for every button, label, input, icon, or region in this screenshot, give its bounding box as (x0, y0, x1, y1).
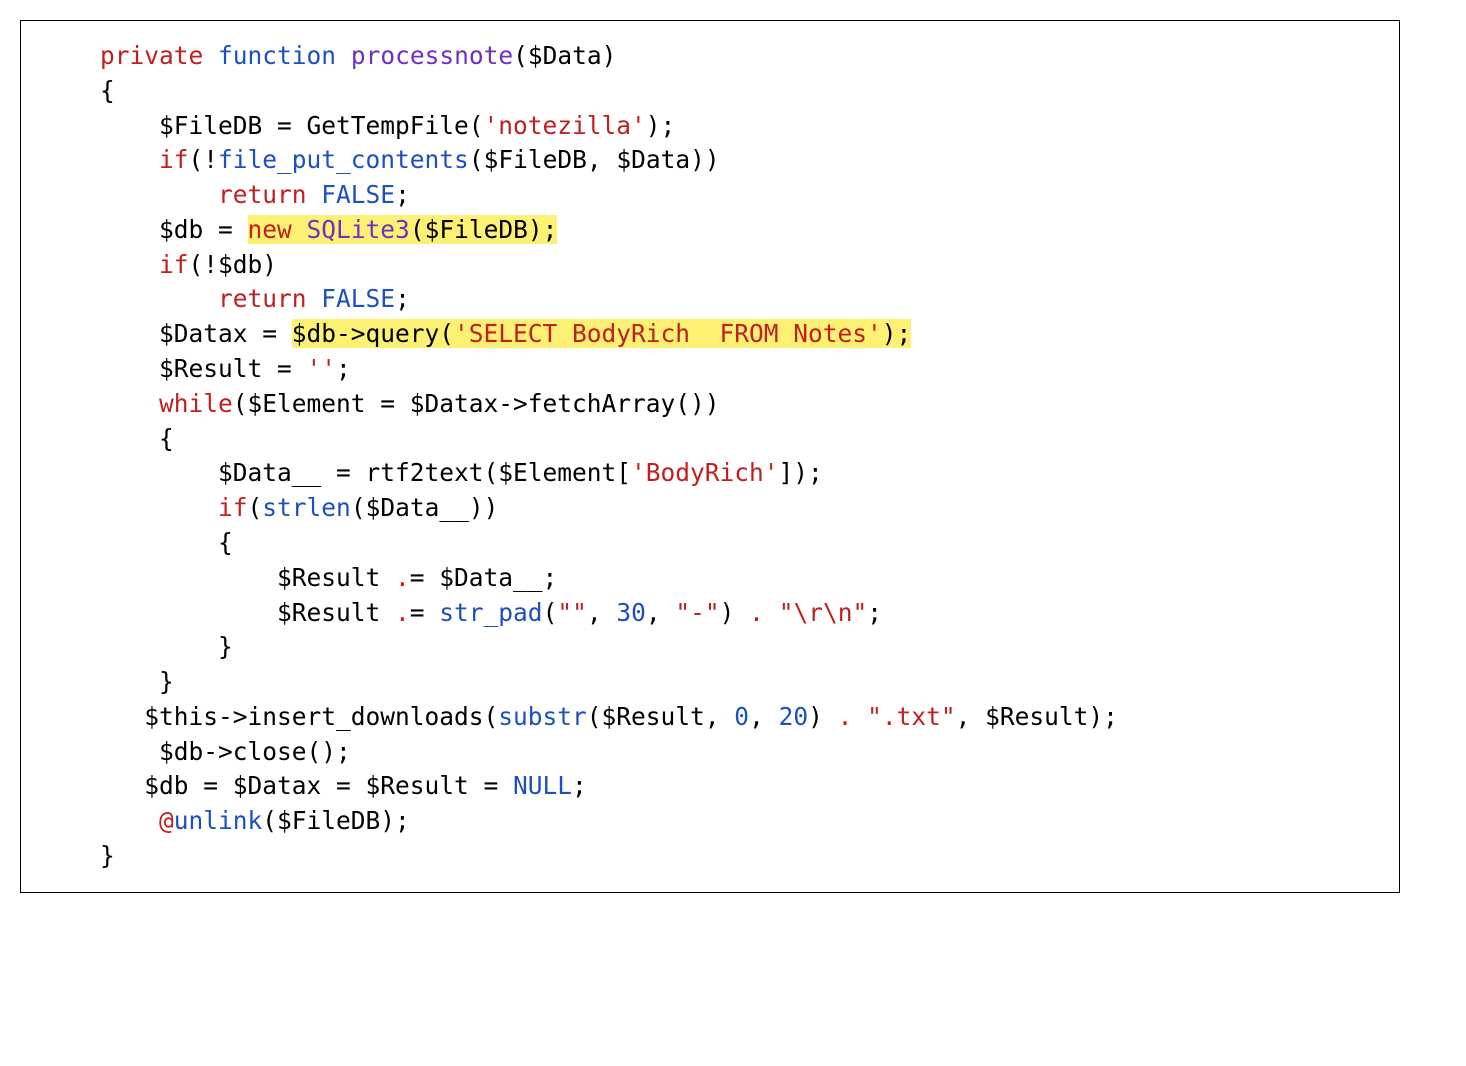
code-container: private function processnote($Data) { $F… (20, 20, 1400, 893)
code-block: private function processnote($Data) { $F… (41, 39, 1379, 874)
